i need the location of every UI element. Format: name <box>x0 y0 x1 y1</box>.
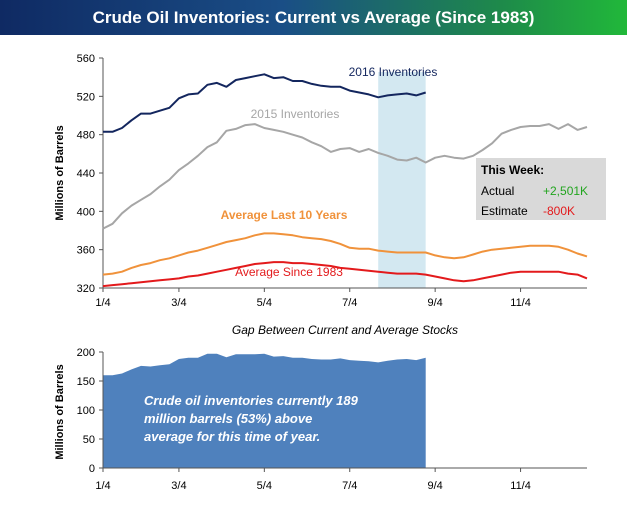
y-tick-label: 320 <box>77 283 95 295</box>
x-tick-label: 9/4 <box>428 297 443 309</box>
gap-annotation-line: average for this time of year. <box>144 429 320 444</box>
gap-y-tick-label: 50 <box>83 434 95 446</box>
series-line-avg1983 <box>102 261 588 288</box>
this-week-callout <box>476 158 606 220</box>
legend-label-2016: 2016 Inventories <box>349 65 438 79</box>
x-tick-label: 7/4 <box>342 297 357 309</box>
gap-area <box>103 353 426 468</box>
x-tick-label: 5/4 <box>257 297 272 309</box>
gap-x-tick-label: 5/4 <box>257 480 272 492</box>
y-tick-label: 360 <box>77 245 95 257</box>
gap-x-tick-label: 11/4 <box>510 480 531 492</box>
callout-row-label: Actual <box>481 184 514 198</box>
gap-y-tick-label: 200 <box>77 347 95 359</box>
y-tick-label: 440 <box>77 168 95 180</box>
gap-y-tick-label: 0 <box>89 463 95 475</box>
callout-row-value: +2,501K <box>543 184 588 198</box>
series-line-2016 <box>103 73 426 133</box>
callout-heading: This Week: <box>481 163 544 177</box>
highlight-band <box>378 72 426 288</box>
series-line-2015 <box>102 123 588 230</box>
x-tick-label: 3/4 <box>171 297 186 309</box>
y-axis-title: Millions of Barrels <box>54 125 66 220</box>
gap-x-tick-label: 7/4 <box>342 480 357 492</box>
gap-annotation-line: million barrels (53%) above <box>144 411 312 426</box>
y-tick-label: 480 <box>77 130 95 142</box>
callout-row-label: Estimate <box>481 204 528 218</box>
title-bar: Crude Oil Inventories: Current vs Averag… <box>0 0 627 35</box>
legend-label-avg1983: Average Since 1983 <box>235 265 343 279</box>
gap-y-tick-label: 100 <box>77 405 95 417</box>
gap-x-tick-label: 3/4 <box>171 480 186 492</box>
y-tick-label: 560 <box>77 53 95 65</box>
x-tick-label: 1/4 <box>95 297 110 309</box>
gap-chart-title: Gap Between Current and Average Stocks <box>232 323 458 337</box>
gap-annotation-line: Crude oil inventories currently 189 <box>144 393 359 408</box>
legend-label-2015: 2015 Inventories <box>251 107 340 121</box>
gap-x-tick-label: 1/4 <box>95 480 110 492</box>
chart-title: Crude Oil Inventories: Current vs Averag… <box>92 8 535 27</box>
y-tick-label: 400 <box>77 206 95 218</box>
callout-row-value: -800K <box>543 204 575 218</box>
gap-y-axis-title: Millions of Barrels <box>54 364 66 459</box>
series-line-avg10 <box>102 232 588 276</box>
gap-x-tick-label: 9/4 <box>428 480 443 492</box>
gap-y-tick-label: 150 <box>77 376 95 388</box>
y-tick-label: 520 <box>77 91 95 103</box>
x-tick-label: 11/4 <box>510 297 531 309</box>
legend-label-avg10: Average Last 10 Years <box>221 208 348 222</box>
